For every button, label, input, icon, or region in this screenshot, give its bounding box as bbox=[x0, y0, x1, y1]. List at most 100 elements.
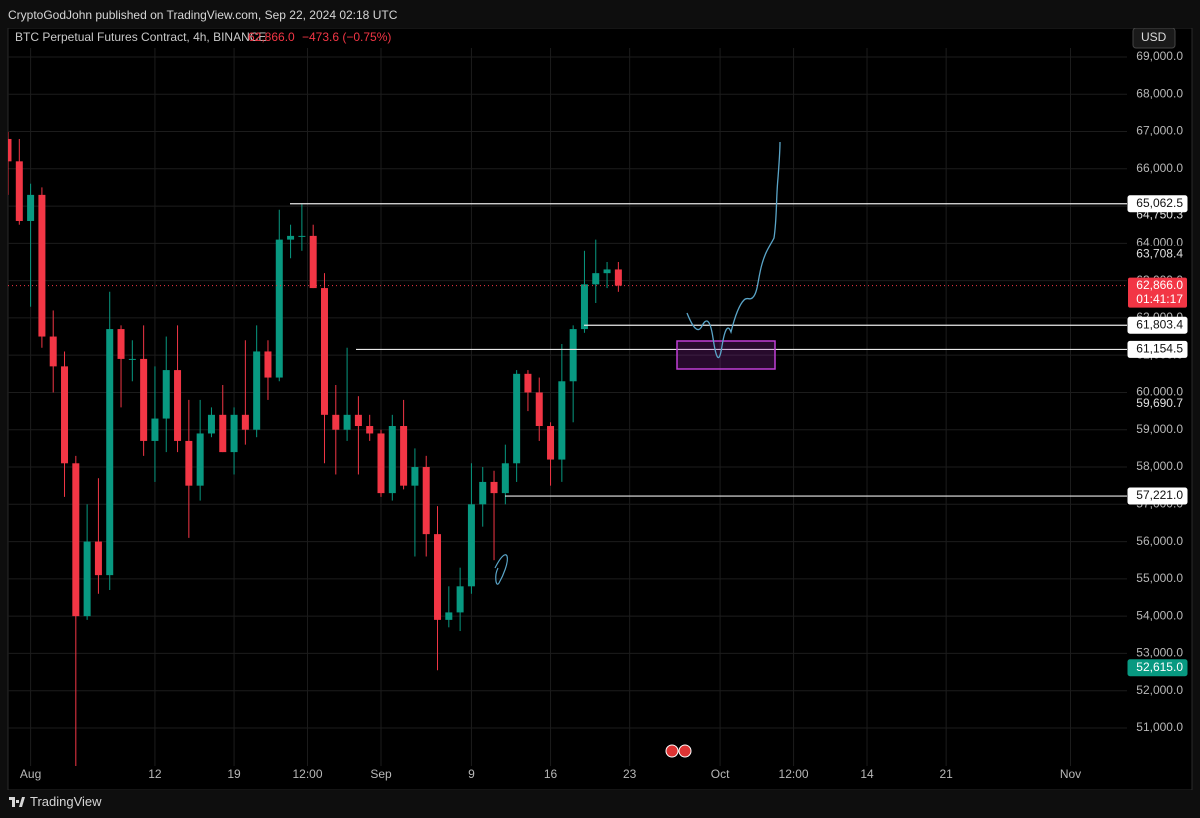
price-axis: 51,000.0 52,000.0 53,000.0 54,000.0 55,000.0… bbox=[20, 49, 1188, 781]
y-tick-label: 66,000.0 bbox=[1136, 161, 1183, 175]
projection-sketch bbox=[686, 141, 781, 359]
x-tick-label: 12 bbox=[148, 767, 162, 781]
price-tag: 63,708.4 bbox=[1136, 246, 1183, 260]
candle-body bbox=[411, 467, 419, 486]
candle-body bbox=[174, 370, 182, 441]
brand: TradingView bbox=[30, 794, 102, 809]
zone-box bbox=[676, 340, 776, 370]
candle-body bbox=[27, 194, 35, 221]
last-price: 62,866.0 bbox=[248, 30, 295, 44]
x-tick-label: 16 bbox=[544, 767, 558, 781]
candle-body bbox=[524, 373, 532, 393]
candle-body bbox=[535, 392, 543, 427]
y-tick-label: 53,000.0 bbox=[1136, 646, 1183, 660]
level-tag-box bbox=[1127, 340, 1188, 358]
candle-body bbox=[558, 381, 566, 460]
price-change: −473.6 (−0.75%) bbox=[302, 30, 391, 44]
candle-body bbox=[298, 235, 306, 237]
y-tick-label: 58,000.0 bbox=[1136, 459, 1183, 473]
candle-body bbox=[61, 366, 69, 464]
chart: BTC Perpetual Futures Contract, 4h, BINA… bbox=[7, 28, 1193, 790]
candle-body bbox=[479, 481, 487, 505]
candle-body bbox=[354, 414, 362, 427]
y-tick-label: 68,000.0 bbox=[1136, 86, 1183, 100]
y-tick-label: 51,000.0 bbox=[1136, 720, 1183, 734]
candle-body bbox=[547, 426, 555, 460]
drawings bbox=[494, 141, 781, 585]
candle-body bbox=[603, 269, 611, 274]
candle-body bbox=[320, 288, 328, 415]
price-tag-box bbox=[1127, 245, 1188, 263]
candle-body bbox=[614, 269, 622, 286]
candle-body bbox=[15, 161, 23, 221]
candle-body bbox=[207, 414, 215, 434]
low-tag-box bbox=[1127, 659, 1188, 677]
candle-body bbox=[49, 336, 57, 367]
candle-body bbox=[434, 534, 442, 620]
currency[interactable]: USD bbox=[1141, 30, 1167, 44]
candle-body bbox=[332, 414, 340, 430]
candles bbox=[8, 131, 1127, 766]
candle-body bbox=[287, 235, 295, 240]
candle-body bbox=[140, 358, 148, 441]
candle-body bbox=[151, 418, 159, 441]
low-tag: 52,615.0 bbox=[1136, 660, 1183, 674]
x-tick-label: 19 bbox=[227, 767, 241, 781]
level-tag-box bbox=[1127, 316, 1188, 334]
candle-body bbox=[128, 358, 136, 360]
publish-info: CryptoGodJohn published on TradingView.c… bbox=[8, 8, 398, 22]
currency-box[interactable] bbox=[1132, 28, 1176, 49]
price-tag: 59,690.7 bbox=[1136, 396, 1183, 410]
y-tick-label: 54,000.0 bbox=[1136, 608, 1183, 622]
candle-body bbox=[467, 504, 475, 587]
price-tag-box bbox=[1127, 395, 1188, 413]
y-tick-label: 55,000.0 bbox=[1136, 571, 1183, 585]
x-tick-label: 12:00 bbox=[779, 767, 809, 781]
candle-body bbox=[106, 329, 114, 576]
x-tick-label: 21 bbox=[939, 767, 953, 781]
level-tag: 65,062.5 bbox=[1136, 196, 1183, 210]
candle-body bbox=[343, 414, 351, 430]
y-tick-label: 67,000.0 bbox=[1136, 124, 1183, 138]
sketch bbox=[494, 554, 508, 585]
level-tag-box bbox=[1127, 195, 1188, 213]
logo-icon bbox=[9, 797, 25, 807]
candle-body bbox=[456, 586, 464, 613]
instrument: BTC Perpetual Futures Contract, 4h, BINA… bbox=[15, 30, 266, 44]
candle-body bbox=[38, 194, 46, 337]
candle-body bbox=[490, 481, 498, 494]
candle-body bbox=[253, 351, 261, 430]
candle-body bbox=[513, 373, 521, 464]
footer: TradingView bbox=[0, 790, 1200, 818]
candle-body bbox=[309, 235, 317, 289]
candle-body bbox=[569, 329, 577, 382]
y-tick-label: 69,000.0 bbox=[1136, 49, 1183, 63]
candle-body bbox=[580, 284, 588, 330]
candle-body bbox=[275, 239, 283, 378]
chart-frame bbox=[7, 28, 1193, 790]
last-price-box bbox=[1128, 277, 1187, 308]
x-tick-label: Aug bbox=[20, 767, 41, 781]
y-tick-label: 52,000.0 bbox=[1136, 683, 1183, 697]
level-tag: 61,803.4 bbox=[1136, 317, 1183, 331]
candle-body bbox=[196, 433, 204, 486]
event-icons bbox=[665, 744, 692, 758]
candle-body bbox=[400, 426, 408, 486]
candle-body bbox=[264, 351, 272, 378]
y-tick-label: 60,000.0 bbox=[1136, 385, 1183, 399]
x-tick-label: Sep bbox=[370, 767, 392, 781]
candle-body bbox=[445, 612, 453, 620]
grid bbox=[8, 48, 1127, 766]
level-tag: 57,221.0 bbox=[1136, 488, 1183, 502]
y-tick-label: 56,000.0 bbox=[1136, 534, 1183, 548]
candle-body bbox=[72, 463, 80, 617]
candle-body bbox=[219, 414, 227, 453]
candle-body bbox=[8, 138, 12, 162]
x-tick-label: Nov bbox=[1060, 767, 1081, 781]
candle-body bbox=[162, 370, 170, 419]
candle-body bbox=[501, 463, 509, 494]
candle-body bbox=[230, 414, 238, 453]
candle-body bbox=[366, 426, 374, 434]
candle-body bbox=[422, 467, 430, 535]
countdown: 01:41:17 bbox=[1136, 292, 1183, 306]
